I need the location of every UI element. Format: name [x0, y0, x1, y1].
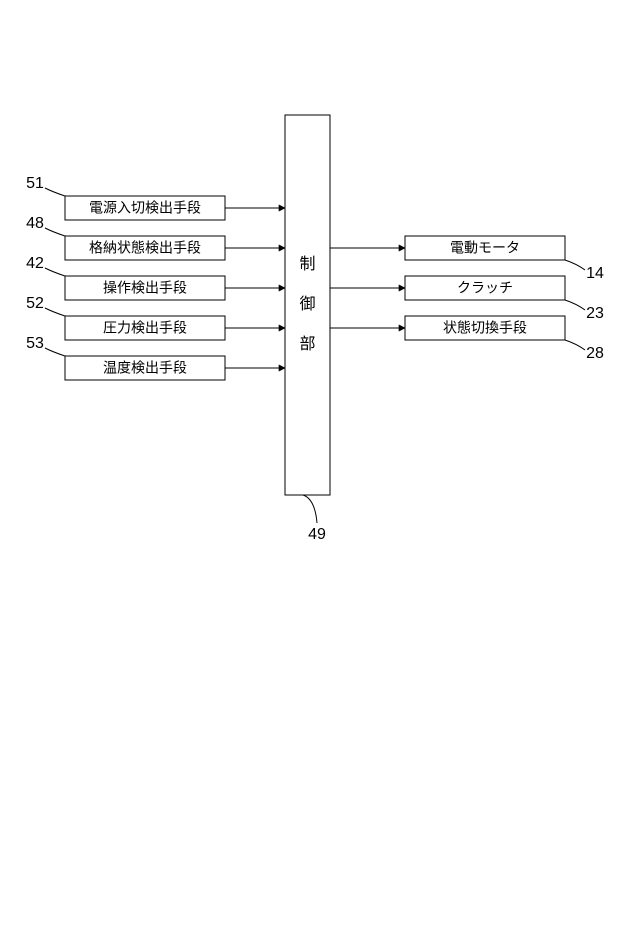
output-box-label: 状態切換手段 [443, 320, 527, 336]
callout-lead [565, 340, 585, 350]
input-box-label: 圧力検出手段 [103, 320, 187, 336]
callout-lead [45, 308, 65, 316]
input-ref: 51 [26, 175, 44, 192]
input-box-label: 温度検出手段 [103, 360, 187, 376]
input-box-label: 格納状態検出手段 [89, 240, 201, 256]
control-unit-ref: 49 [308, 526, 326, 543]
output-box-label: 電動モータ [450, 240, 520, 256]
callout-lead [45, 348, 65, 356]
callout-lead [303, 495, 317, 523]
output-ref: 14 [586, 265, 604, 282]
callout-lead [45, 268, 65, 276]
output-ref: 28 [586, 345, 604, 362]
input-ref: 52 [26, 295, 44, 312]
input-ref: 42 [26, 255, 44, 272]
callout-lead [45, 188, 65, 196]
output-ref: 23 [586, 305, 604, 322]
input-box-label: 操作検出手段 [103, 280, 187, 296]
input-ref: 53 [26, 335, 44, 352]
block-diagram: 制御部 49 電源入切検出手段 51 格納状態検出手段 48 操作検出手段 42 圧力検出手段 5… [0, 0, 640, 952]
input-box-label: 電源入切検出手段 [89, 200, 201, 216]
callout-lead [45, 228, 65, 236]
output-box-label: クラッチ [457, 280, 513, 296]
input-ref: 48 [26, 215, 44, 232]
control-unit-label-char: 御 [299, 295, 315, 313]
control-unit-label-char: 制 [299, 255, 315, 273]
control-unit-label-char: 部 [299, 335, 315, 353]
callout-lead [565, 260, 585, 270]
callout-lead [565, 300, 585, 310]
